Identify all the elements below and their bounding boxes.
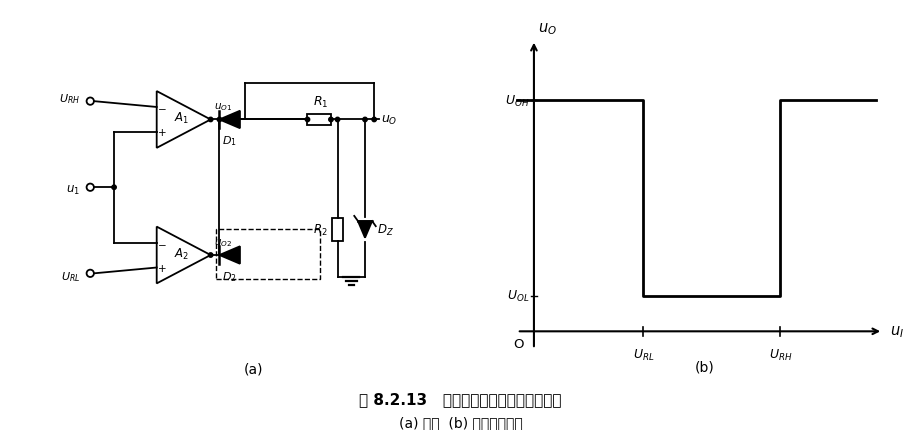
Polygon shape [358, 221, 372, 238]
Bar [216, 230, 321, 279]
Text: 图 8.2.13   双限比较器及其电压传输特性: 图 8.2.13 双限比较器及其电压传输特性 [359, 392, 562, 406]
Text: $u_1$: $u_1$ [66, 183, 80, 196]
Text: O: O [513, 338, 524, 350]
Text: $U_{RH}$: $U_{RH}$ [769, 347, 792, 362]
Text: $u_I$: $u_I$ [890, 324, 904, 339]
Text: $D_Z$: $D_Z$ [377, 222, 393, 237]
Text: $U_{RH}$: $U_{RH}$ [59, 92, 80, 106]
Circle shape [372, 118, 377, 123]
Text: $u_O$: $u_O$ [538, 22, 557, 37]
Circle shape [329, 118, 333, 123]
Circle shape [208, 118, 213, 123]
Bar [308, 115, 331, 126]
Text: $U_{RL}$: $U_{RL}$ [633, 347, 654, 362]
Circle shape [363, 118, 367, 123]
Bar [332, 218, 343, 242]
Polygon shape [219, 247, 240, 264]
Polygon shape [219, 111, 240, 129]
Text: (a) 电路  (b) 电压传输特性: (a) 电路 (b) 电压传输特性 [399, 415, 522, 429]
Text: $-$: $-$ [157, 238, 167, 248]
Text: $U_{OH}$: $U_{OH}$ [506, 93, 530, 108]
Text: $U_{OL}$: $U_{OL}$ [507, 289, 530, 304]
Text: (b): (b) [695, 360, 715, 374]
Text: $u_{O2}$: $u_{O2}$ [214, 237, 232, 248]
Text: $D_2$: $D_2$ [222, 269, 237, 283]
Circle shape [111, 186, 116, 190]
Text: $U_{RL}$: $U_{RL}$ [61, 270, 80, 283]
Text: $u_{O1}$: $u_{O1}$ [214, 101, 232, 113]
Circle shape [217, 118, 222, 123]
Text: $D_1$: $D_1$ [222, 134, 237, 148]
Text: (a): (a) [243, 362, 263, 376]
Text: $R_1$: $R_1$ [313, 95, 329, 110]
Text: $-$: $-$ [157, 103, 167, 113]
Text: $+$: $+$ [157, 262, 167, 273]
Text: $A_1$: $A_1$ [174, 111, 190, 126]
Text: $+$: $+$ [157, 127, 167, 138]
Text: $R_2$: $R_2$ [312, 222, 327, 237]
Circle shape [208, 253, 213, 258]
Circle shape [305, 118, 309, 123]
Circle shape [335, 118, 340, 123]
Text: $A_2$: $A_2$ [174, 246, 190, 261]
Text: $u_O$: $u_O$ [380, 114, 397, 127]
